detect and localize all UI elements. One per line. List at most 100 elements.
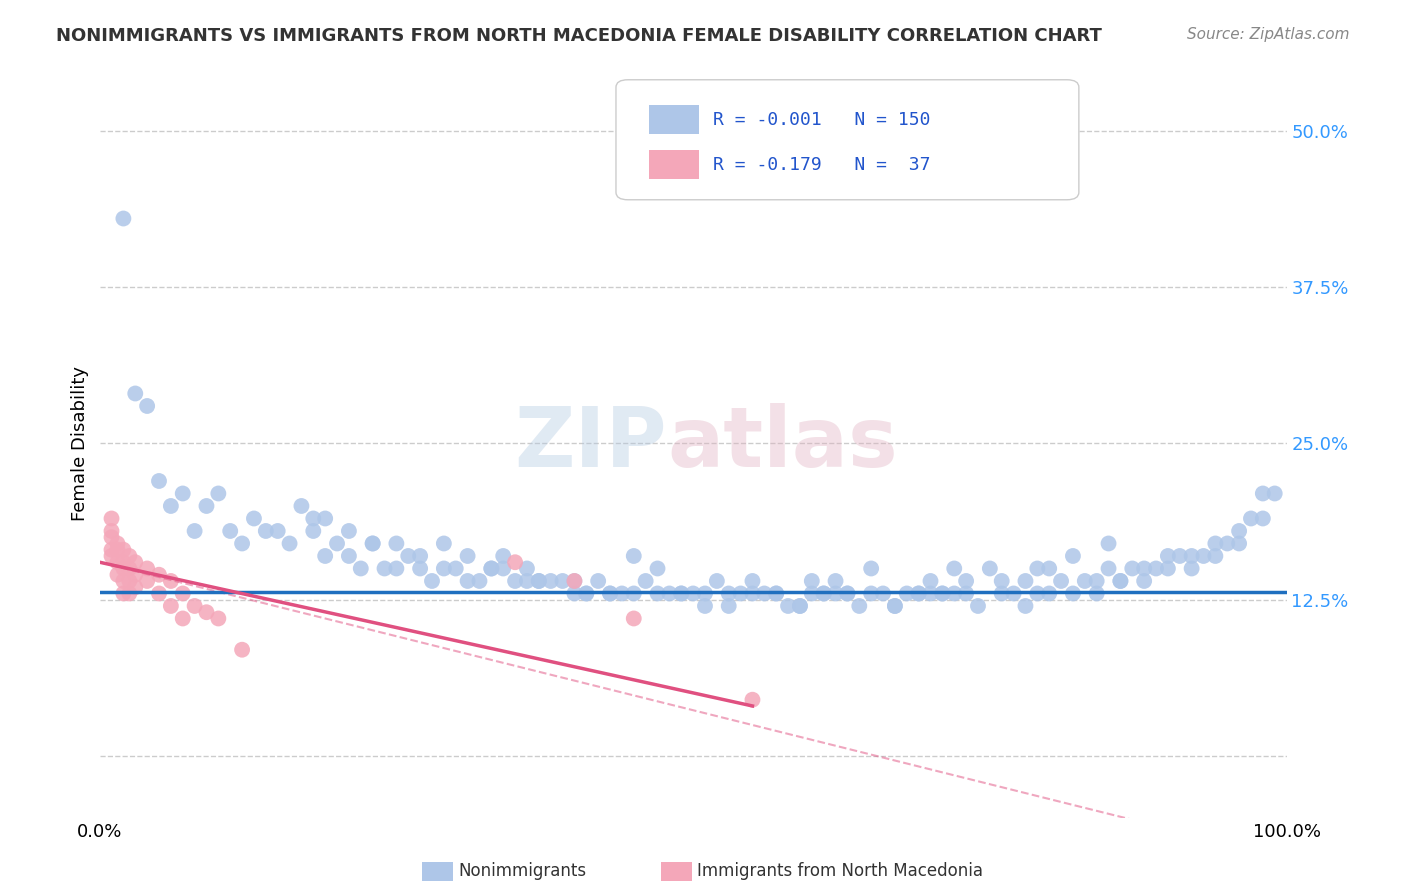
- Point: [540, 574, 562, 588]
- Point: [943, 561, 966, 575]
- Point: [373, 561, 395, 575]
- Point: [778, 599, 800, 613]
- Point: [1204, 536, 1226, 550]
- Point: [219, 524, 242, 538]
- Point: [1251, 486, 1274, 500]
- Text: atlas: atlas: [666, 403, 898, 484]
- Point: [1074, 574, 1097, 588]
- Bar: [650, 105, 699, 134]
- Point: [955, 586, 977, 600]
- Point: [112, 574, 135, 588]
- Point: [623, 549, 645, 563]
- Point: [160, 499, 183, 513]
- Point: [207, 486, 229, 500]
- Point: [931, 586, 953, 600]
- Point: [848, 599, 870, 613]
- Point: [1227, 524, 1250, 538]
- Point: [717, 599, 740, 613]
- Point: [172, 486, 194, 500]
- Point: [943, 586, 966, 600]
- Point: [160, 574, 183, 588]
- Point: [100, 542, 122, 557]
- Point: [337, 549, 360, 563]
- Point: [409, 561, 432, 575]
- Point: [267, 524, 290, 538]
- Point: [860, 586, 883, 600]
- Point: [479, 561, 502, 575]
- Point: [148, 474, 170, 488]
- Point: [741, 586, 763, 600]
- Point: [1085, 586, 1108, 600]
- Text: NONIMMIGRANTS VS IMMIGRANTS FROM NORTH MACEDONIA FEMALE DISABILITY CORRELATION C: NONIMMIGRANTS VS IMMIGRANTS FROM NORTH M…: [56, 27, 1102, 45]
- Point: [1014, 574, 1036, 588]
- Point: [1097, 536, 1119, 550]
- Point: [599, 586, 621, 600]
- Point: [314, 511, 336, 525]
- Point: [896, 586, 918, 600]
- Point: [623, 611, 645, 625]
- Point: [231, 536, 253, 550]
- Point: [1062, 586, 1084, 600]
- Point: [136, 561, 159, 575]
- Point: [195, 499, 218, 513]
- Point: [647, 586, 669, 600]
- Point: [124, 567, 146, 582]
- Point: [671, 586, 693, 600]
- Point: [107, 555, 129, 569]
- Point: [990, 586, 1012, 600]
- Point: [1204, 549, 1226, 563]
- Point: [564, 586, 586, 600]
- Point: [883, 599, 905, 613]
- Point: [207, 611, 229, 625]
- Point: [610, 586, 633, 600]
- Point: [800, 574, 823, 588]
- Point: [717, 586, 740, 600]
- Y-axis label: Female Disability: Female Disability: [72, 366, 89, 521]
- Point: [148, 586, 170, 600]
- Point: [693, 599, 716, 613]
- Point: [112, 542, 135, 557]
- Point: [706, 574, 728, 588]
- Point: [1157, 561, 1180, 575]
- Point: [979, 561, 1001, 575]
- Point: [813, 586, 835, 600]
- Point: [1216, 536, 1239, 550]
- Point: [1181, 549, 1204, 563]
- Point: [385, 561, 408, 575]
- Point: [433, 561, 456, 575]
- Point: [1026, 586, 1049, 600]
- Point: [1109, 574, 1132, 588]
- Point: [564, 574, 586, 588]
- Point: [754, 586, 776, 600]
- Point: [1014, 599, 1036, 613]
- Point: [907, 586, 929, 600]
- Point: [1157, 549, 1180, 563]
- Point: [967, 599, 990, 613]
- Point: [1144, 561, 1167, 575]
- Point: [1121, 561, 1143, 575]
- Point: [195, 605, 218, 619]
- Point: [183, 524, 205, 538]
- Point: [457, 574, 479, 588]
- Text: ZIP: ZIP: [515, 403, 666, 484]
- Point: [920, 574, 942, 588]
- Point: [361, 536, 384, 550]
- Point: [586, 574, 609, 588]
- Point: [409, 549, 432, 563]
- Text: Nonimmigrants: Nonimmigrants: [458, 863, 586, 880]
- Point: [516, 574, 538, 588]
- Point: [1038, 561, 1060, 575]
- Text: Source: ZipAtlas.com: Source: ZipAtlas.com: [1187, 27, 1350, 42]
- Point: [231, 642, 253, 657]
- Point: [765, 586, 787, 600]
- Point: [172, 611, 194, 625]
- Point: [100, 530, 122, 544]
- Point: [479, 561, 502, 575]
- Point: [172, 586, 194, 600]
- Point: [337, 524, 360, 538]
- Point: [813, 586, 835, 600]
- Point: [634, 574, 657, 588]
- Point: [693, 586, 716, 600]
- Point: [100, 549, 122, 563]
- Point: [1038, 586, 1060, 600]
